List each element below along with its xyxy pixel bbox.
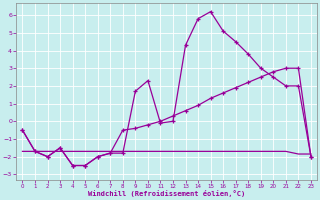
X-axis label: Windchill (Refroidissement éolien,°C): Windchill (Refroidissement éolien,°C): [88, 190, 245, 197]
